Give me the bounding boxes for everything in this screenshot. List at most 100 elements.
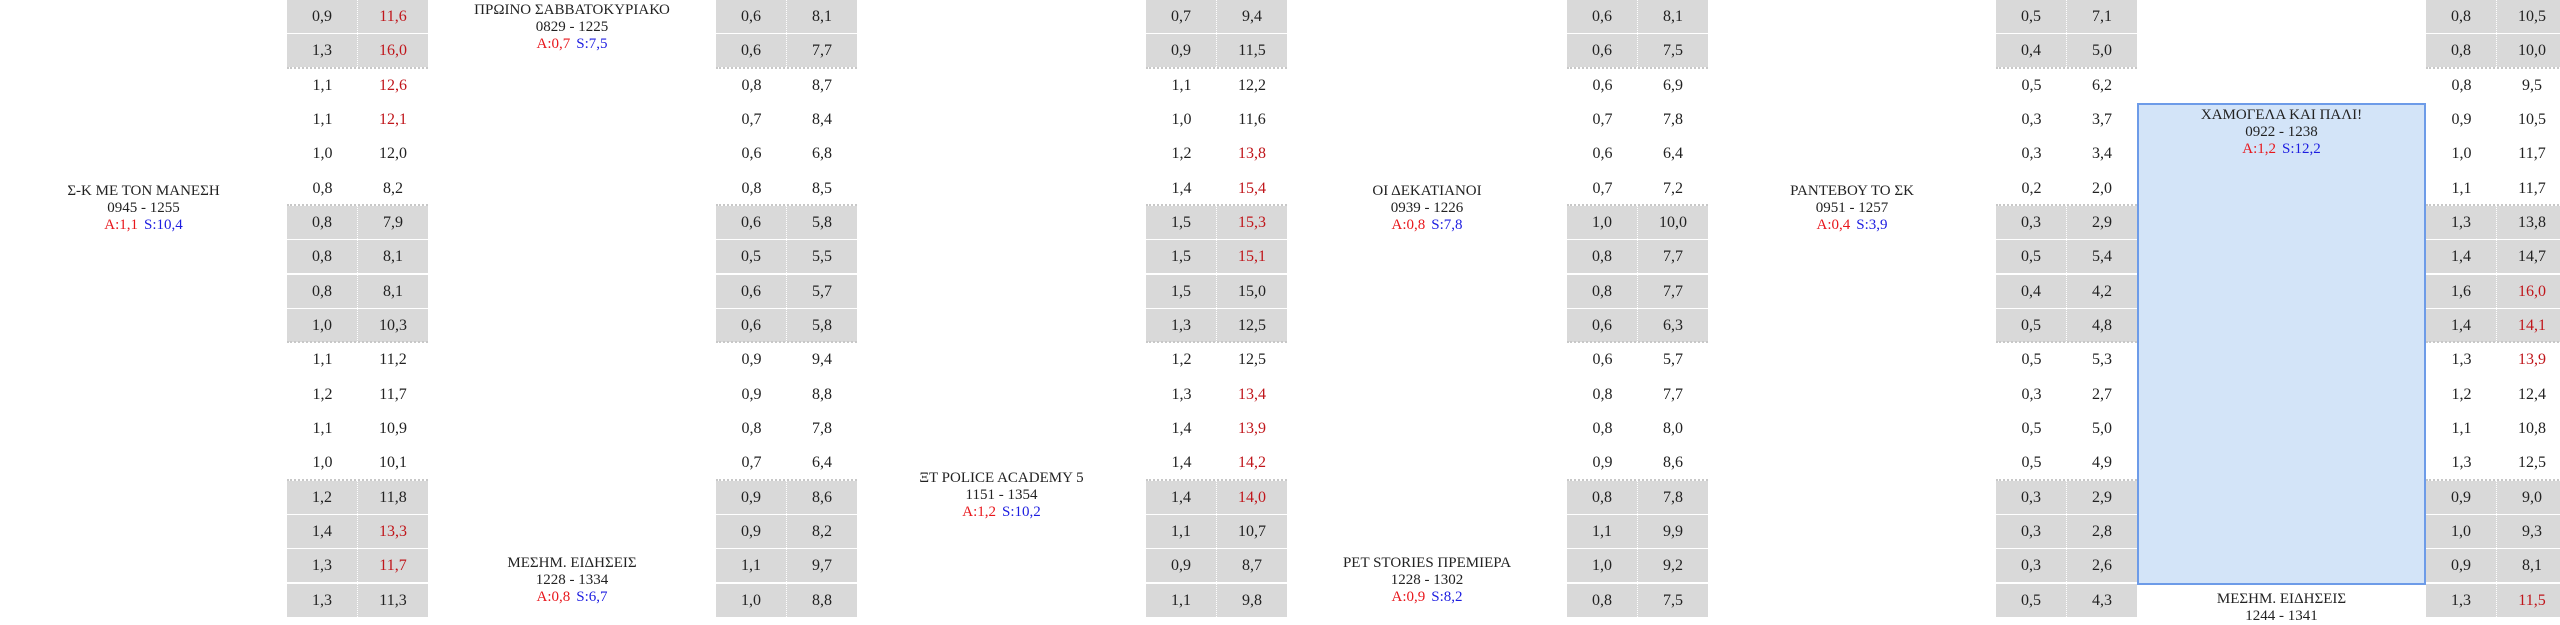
share-cell: 2,9 [2067, 205, 2137, 239]
audience-cell: 1,0 [2426, 514, 2497, 548]
program-time: 1228 - 1334 [535, 572, 609, 588]
share-cell: 13,8 [2497, 205, 2560, 239]
share-cell: 12,6 [379, 76, 407, 94]
share-cell: 8,2 [383, 179, 403, 197]
share-cell: 13,9 [2518, 351, 2546, 369]
program-time: 1228 - 1302 [1390, 572, 1464, 588]
group-divider [716, 203, 857, 206]
program-audience: A:1,2 [962, 504, 996, 520]
audience-cell: 0,6 [1592, 145, 1613, 163]
audience-cell: 0,9 [2451, 110, 2472, 128]
share-cell: 11,7 [358, 549, 428, 583]
share-cell: 4,2 [2067, 274, 2137, 308]
audience-cell: 0,9 [1146, 34, 1217, 68]
share-cell: 8,4 [812, 110, 832, 128]
share-cell: 2,7 [2092, 385, 2112, 403]
program-audience: A:1,1 [104, 217, 138, 233]
program-block[interactable]: ΜΕΣΗΜ. ΕΙΔΗΣΕΙΣ 1228 - 1334 A:0,8 S:6,7 [428, 555, 716, 606]
audience-cell: 0,8 [741, 419, 762, 437]
share-cell: 12,2 [1238, 76, 1266, 94]
share-cell: 10,8 [2518, 419, 2546, 437]
share-cell: 12,5 [1217, 308, 1287, 342]
audience-cell: 0,9 [1146, 549, 1217, 583]
share-cell: 12,5 [2518, 454, 2546, 472]
audience-cell: 0,6 [1592, 351, 1613, 369]
program-block[interactable]: PET STORIES ΠΡΕΜΙΕΡΑ 1228 - 1302 A:0,9 S:… [1287, 555, 1567, 606]
program-time: 1244 - 1341 [2245, 608, 2318, 624]
audience-cell: 0,8 [741, 179, 762, 197]
share-cell: 12,4 [2518, 385, 2546, 403]
program-block[interactable]: Σ-Κ ΜΕ ΤΟΝ ΜΑΝΕΣΗ 0945 - 1255 A:1,1 S:10,… [0, 183, 287, 234]
program-block[interactable]: ΡΑΝΤΕΒΟΥ ΤΟ ΣΚ 0951 - 1257 A:0,4 S:3,9 [1708, 183, 1996, 234]
share-cell: 9,8 [1217, 583, 1287, 617]
share-cell: 2,0 [2092, 179, 2112, 197]
share-cell: 8,8 [812, 385, 832, 403]
share-cell: 8,7 [812, 76, 832, 94]
share-cell: 9,2 [1638, 549, 1708, 583]
audience-cell: 1,2 [287, 480, 358, 514]
share-cell: 7,8 [1663, 110, 1683, 128]
audience-cell: 1,6 [2426, 274, 2497, 308]
share-cell: 4,8 [2067, 308, 2137, 342]
group-divider [1996, 341, 2137, 344]
share-cell: 7,7 [1638, 240, 1708, 274]
program-time: 0945 - 1255 [107, 200, 180, 216]
group-divider [1146, 478, 1287, 481]
program-time: 0951 - 1257 [1815, 200, 1889, 216]
audience-cell: 1,4 [2426, 308, 2497, 342]
share-cell: 8,2 [787, 514, 857, 548]
audience-cell: 1,0 [312, 145, 333, 163]
audience-cell: 0,7 [1146, 0, 1217, 33]
audience-cell: 0,7 [741, 454, 762, 472]
share-cell: 11,7 [2518, 179, 2546, 197]
share-cell: 7,7 [1638, 274, 1708, 308]
audience-cell: 0,3 [1996, 549, 2067, 583]
audience-cell: 0,5 [1996, 0, 2067, 33]
share-cell: 7,8 [1638, 480, 1708, 514]
share-cell: 4,3 [2067, 583, 2137, 617]
program-block[interactable]: ΠΡΩΙΝΟ ΣΑΒΒΑΤΟΚΥΡΙΑΚΟ 0829 - 1225 A:0,7 S… [428, 2, 716, 53]
group-divider [1146, 203, 1287, 206]
share-cell: 14,1 [2497, 308, 2560, 342]
audience-cell: 1,4 [1171, 179, 1192, 197]
group-divider [1567, 203, 1708, 206]
program-time: 0829 - 1225 [535, 19, 609, 35]
audience-cell: 0,9 [741, 385, 762, 403]
share-cell: 15,1 [1217, 240, 1287, 274]
program-block-selected[interactable]: ΧΑΜΟΓΕΛΑ ΚΑΙ ΠΑΛΙ! 0922 - 1238 A:1,2 S:12… [2137, 103, 2426, 585]
audience-cell: 0,6 [1592, 76, 1613, 94]
group-divider [1567, 341, 1708, 344]
share-cell: 5,0 [2092, 419, 2112, 437]
program-title: PET STORIES ΠΡΕΜΙΕΡΑ [1342, 555, 1512, 571]
share-cell: 7,5 [1638, 34, 1708, 68]
audience-cell: 1,5 [1146, 205, 1217, 239]
share-cell: 8,1 [358, 274, 428, 308]
audience-cell: 0,6 [716, 205, 787, 239]
audience-cell: 1,3 [287, 583, 358, 617]
group-divider [2426, 341, 2560, 344]
audience-cell: 0,9 [716, 514, 787, 548]
group-divider [1996, 203, 2137, 206]
group-divider [1567, 478, 1708, 481]
program-title: Σ-Κ ΜΕ ΤΟΝ ΜΑΝΕΣΗ [67, 183, 220, 199]
audience-cell: 1,1 [312, 110, 333, 128]
audience-cell: 1,1 [2451, 419, 2472, 437]
program-share: S:3,9 [1856, 217, 1888, 233]
audience-cell: 0,3 [1996, 480, 2067, 514]
group-divider [287, 203, 428, 206]
share-cell: 7,7 [787, 34, 857, 68]
program-block[interactable]: ΞΤ POLICE ACADEMY 5 1151 - 1354 A:1,2 S:1… [857, 470, 1146, 521]
share-cell: 6,4 [1663, 145, 1683, 163]
share-cell: 10,1 [379, 454, 407, 472]
program-title: ΧΑΜΟΓΕΛΑ ΚΑΙ ΠΑΛΙ! [2200, 107, 2363, 123]
group-divider [1996, 66, 2137, 69]
share-cell: 6,2 [2092, 76, 2112, 94]
audience-cell: 0,5 [2021, 76, 2042, 94]
audience-cell: 0,4 [1996, 34, 2067, 68]
program-block[interactable]: ΟΙ ΔΕΚΑΤΙΑΝΟΙ 0939 - 1226 A:0,8 S:7,8 [1287, 183, 1567, 234]
audience-cell: 0,9 [2426, 480, 2497, 514]
audience-cell: 1,3 [2451, 454, 2472, 472]
program-block[interactable]: ΜΕΣΗΜ. ΕΙΔΗΣΕΙΣ 1244 - 1341 [2137, 591, 2426, 625]
program-title: ΜΕΣΗΜ. ΕΙΔΗΣΕΙΣ [2216, 591, 2347, 607]
share-cell: 4,9 [2092, 454, 2112, 472]
